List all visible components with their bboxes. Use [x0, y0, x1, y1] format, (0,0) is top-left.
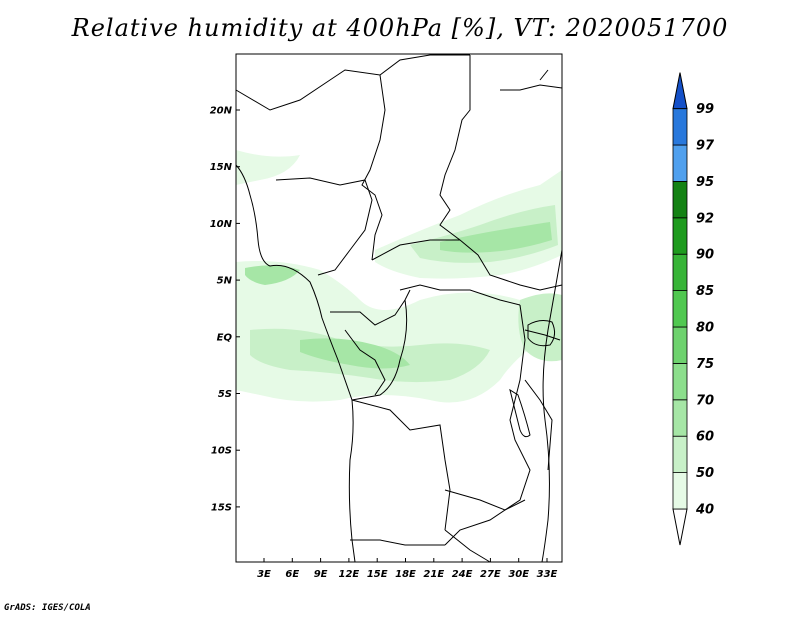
lon-tick-label: 18E: [395, 569, 416, 580]
border-nigeria: [275, 177, 373, 276]
border-congo: [330, 289, 411, 396]
coastline-east: [541, 249, 563, 563]
lake-victoria: [527, 320, 556, 347]
border-angola: [350, 399, 451, 546]
lon-tick-label: 12E: [339, 569, 360, 580]
lat-tick-label: 10S: [211, 446, 232, 457]
coastline-west: [235, 164, 356, 563]
grads-credit: GrADS: IGES/COLA: [4, 603, 91, 613]
colorbar-box: [672, 217, 688, 255]
lon-tick-label: 27E: [480, 569, 501, 580]
lon-tick-label: 6E: [285, 569, 299, 580]
lat-tick-label: 5N: [217, 276, 233, 287]
colorbar-label: 70: [696, 393, 714, 408]
shade-central-core: [300, 338, 410, 369]
lat-tick-label: 10N: [210, 219, 233, 230]
lat-tick-label: EQ: [217, 332, 233, 343]
colorbar-upper-arrow: [672, 72, 688, 110]
border-sudan: [439, 55, 563, 291]
colorbar-box: [672, 290, 688, 328]
colorbar-box: [672, 326, 688, 364]
lon-tick-label: 33E: [537, 569, 558, 580]
border-north-1: [235, 54, 470, 111]
colorbar-label: 80: [696, 321, 714, 336]
shade-west-coast: [236, 150, 300, 185]
lat-tick-label: 15S: [211, 502, 232, 513]
lon-tick-label: 30E: [508, 569, 529, 580]
plot-frame: [235, 53, 563, 563]
colorbar-label: 50: [696, 466, 714, 481]
country-borders: [235, 54, 563, 563]
colorbar: 40 50 60 70 75 80 85 90 92 95 97 99: [672, 72, 715, 546]
colorbar-label: 92: [696, 211, 714, 226]
lon-tick-label: 15E: [367, 569, 388, 580]
border-drc: [351, 299, 531, 546]
border-tanzania: [524, 329, 561, 471]
longitude-axis: 3E 6E 9E 12E 15E 18E 21E 24E 27E 30E 33E: [257, 558, 558, 580]
shade-northeast-core: [440, 222, 552, 253]
colorbar-box: [672, 144, 688, 182]
lon-tick-label: 21E: [423, 569, 444, 580]
border-east: [500, 69, 563, 91]
colorbar-box: [672, 435, 688, 474]
colorbar-lower-arrow: [672, 508, 688, 546]
shade-gulf-coast: [245, 265, 300, 285]
colorbar-box: [672, 362, 688, 401]
lon-tick-label: 3E: [257, 569, 271, 580]
lat-tick-label: 15N: [210, 162, 233, 173]
border-zambia: [444, 489, 526, 563]
colorbar-label: 85: [696, 284, 714, 299]
colorbar-box: [672, 399, 688, 437]
lake-tanganyika: [509, 388, 531, 438]
chart-title: Relative humidity at 400hPa [%], VT: 202…: [71, 14, 729, 42]
colorbar-label: 75: [696, 357, 714, 372]
colorbar-label: 97: [696, 139, 715, 154]
lon-tick-label: 24E: [452, 569, 473, 580]
colorbar-box: [672, 108, 688, 146]
colorbar-label: 99: [696, 102, 714, 117]
colorbar-label: 90: [696, 248, 714, 263]
colorbar-label: 60: [696, 430, 714, 445]
lon-tick-label: 9E: [314, 569, 328, 580]
latitude-axis: 20N 15N 10N 5N EQ 5S 10S 15S: [210, 106, 240, 513]
colorbar-box: [672, 253, 688, 291]
lat-tick-label: 20N: [210, 106, 233, 117]
colorbar-label: 95: [696, 175, 714, 190]
lat-tick-label: 5S: [218, 389, 232, 400]
colorbar-box: [672, 180, 688, 219]
border-north-2: [361, 74, 386, 261]
colorbar-label: 40: [695, 503, 714, 518]
colorbar-box: [672, 472, 688, 510]
border-car: [371, 239, 521, 306]
